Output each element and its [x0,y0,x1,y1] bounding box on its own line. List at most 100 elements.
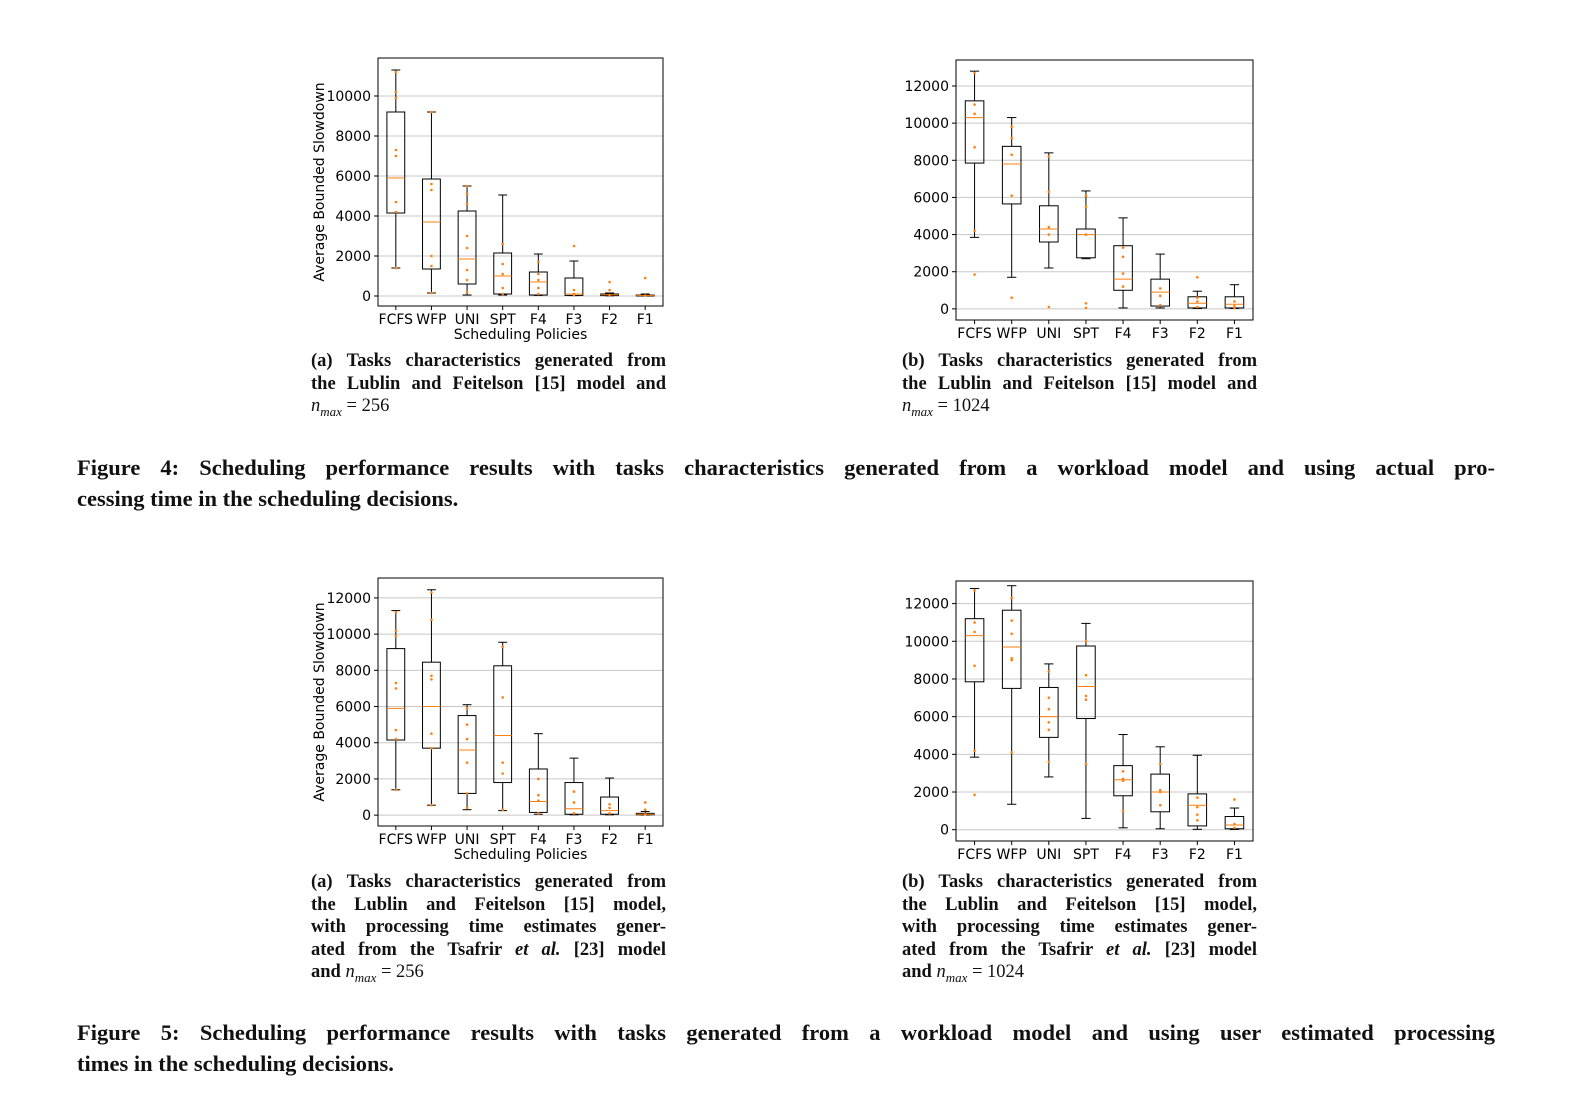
et-al: et al. [1106,939,1152,960]
data-point [1121,809,1125,813]
data-point [465,268,469,272]
data-point [394,200,398,204]
data-point [1084,698,1088,701]
data-point [1196,300,1199,303]
data-point [572,288,576,292]
y-tick-label: 8000 [335,663,371,679]
data-point [643,276,647,280]
y-tick-label: 6000 [913,190,949,206]
y-tick-label: 10000 [326,89,371,105]
data-point [973,71,976,75]
x-tick-label: WFP [416,832,446,848]
y-tick-label: 0 [362,289,371,305]
x-tick-label: F1 [1226,326,1243,342]
x-tick-label: FCFS [379,832,414,848]
data-point [501,242,504,246]
data-point [465,723,469,726]
data-point [572,790,576,793]
x-tick-label: UNI [455,832,480,848]
data-point [1158,287,1162,290]
data-point [1084,194,1088,197]
nmax-symbol: n [311,396,321,416]
y-tick-label: 4000 [913,228,949,244]
x-tick-label: SPT [1073,326,1099,342]
x-tick-label: F4 [1115,847,1132,863]
y-tick-label: 4000 [913,747,949,763]
subcaption-text: and [311,962,346,982]
data-point [608,806,611,810]
data-point [394,634,398,638]
y-tick-label: 2000 [335,772,371,788]
data-point [1121,779,1125,783]
data-point [501,262,504,266]
box-uni [1039,152,1059,309]
data-point [394,210,398,214]
data-point [430,182,433,186]
nmax-subscript: max [911,404,933,419]
data-point [1084,673,1088,677]
data-point [1121,246,1125,249]
data-point [973,273,976,276]
data-point [1010,596,1013,600]
data-point [537,812,540,815]
data-point [501,696,504,699]
x-tick-label: F2 [601,312,618,328]
data-point [1196,796,1199,799]
box-iqr [1001,145,1022,205]
box-iqr [1113,765,1133,797]
y-tick-label: 12000 [904,597,949,613]
data-point [1084,205,1088,209]
data-point [394,148,398,152]
data-point [537,799,540,802]
x-tick-label: SPT [490,832,516,848]
x-tick-label: F2 [601,832,618,848]
data-point [394,266,398,270]
x-tick-label: F4 [530,312,547,328]
box-iqr [564,782,584,815]
data-point [430,746,433,750]
data-point [1158,788,1162,792]
x-tick-label: FCFS [379,312,414,328]
x-tick-label: UNI [455,312,480,328]
data-point [1010,619,1013,622]
box-iqr [1039,686,1059,738]
nmax-symbol: n [902,396,912,416]
x-tick-label: F1 [1226,847,1243,863]
subcaption-line: the Lublin and Feitelson [15] model and [902,373,1257,394]
data-point [1158,303,1162,307]
data-point [537,260,540,264]
data-point [1121,285,1125,288]
box-iqr [386,111,406,214]
box-f1 [635,801,655,816]
data-point [1196,813,1199,816]
data-point [465,246,469,250]
subcaption-line: the Lublin and Feitelson [15] model, [902,894,1257,915]
y-tick-label: 4000 [335,209,371,225]
box-iqr [528,271,548,296]
y-tick-label: 2000 [335,249,371,265]
data-point [465,184,469,188]
et-al: et al. [515,939,561,960]
subcaption-line: and nmax = 1024 [902,961,1257,985]
data-point [973,112,976,116]
data-point [465,234,469,238]
subcaption-line: with processing time estimates gener- [902,917,1257,937]
subcaption-fig4a: (a) Tasks characteristics generated from… [311,350,666,419]
chart-fig5a: 0 2000 4000 6000 8000 10000 12000 FCFS WFP UNI SPT… [312,577,664,863]
subcaption-line: the Lublin and Feitelson [15] model and [311,373,666,394]
subcaption-line: nmax = 1024 [902,395,1257,419]
data-point [973,229,976,233]
data-point [1233,300,1236,303]
subcaption-fig5b: (b) Tasks characteristics generated from… [902,871,1257,985]
box-spt [493,194,513,296]
data-point [430,591,433,594]
y-tick-label: 4000 [335,736,371,752]
x-tick-label: F3 [565,832,582,848]
subcaption-line: (a) Tasks characteristics generated from [311,872,666,892]
data-point [465,707,469,710]
data-point [973,621,976,624]
nmax-subscript: max [320,404,342,419]
box-iqr [528,768,548,813]
data-point [394,788,398,792]
x-tick-label: FCFS [957,847,992,863]
